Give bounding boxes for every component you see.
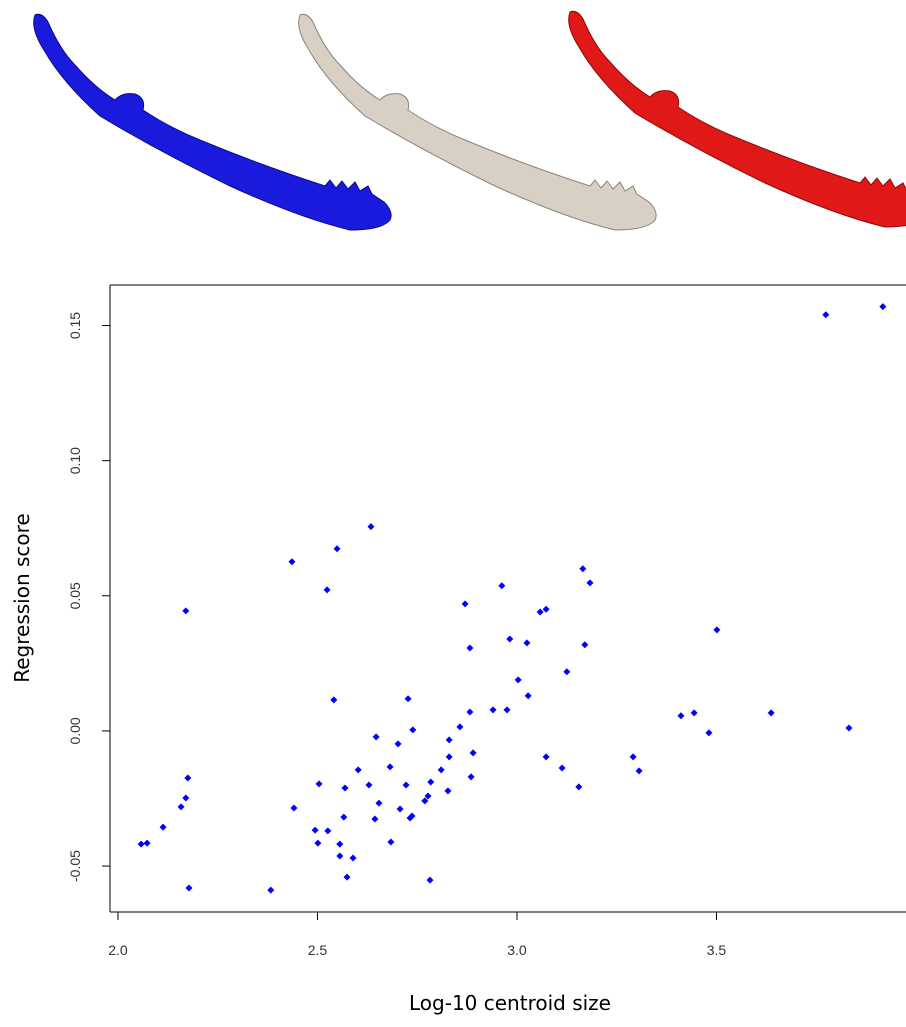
point <box>466 644 474 652</box>
point <box>542 753 550 761</box>
point <box>409 726 417 734</box>
point <box>575 783 583 791</box>
point <box>466 708 474 716</box>
point <box>402 781 410 789</box>
point <box>336 852 344 860</box>
point <box>467 773 475 781</box>
point <box>386 763 394 771</box>
point <box>396 805 404 813</box>
point <box>349 854 357 862</box>
point <box>315 780 323 788</box>
point <box>314 839 322 847</box>
point <box>184 774 192 782</box>
jaw-images <box>33 10 906 231</box>
point <box>424 792 432 800</box>
point <box>635 767 643 775</box>
x-tick-label: 2.5 <box>308 942 328 958</box>
point <box>182 794 190 802</box>
point <box>523 639 531 647</box>
point <box>311 826 319 834</box>
point <box>137 840 145 848</box>
point <box>542 605 550 613</box>
point <box>845 724 853 732</box>
point <box>444 787 452 795</box>
point <box>354 766 362 774</box>
y-tick-label: -0.05 <box>67 850 83 882</box>
x-tick-label: 3.5 <box>707 942 727 958</box>
point <box>288 558 296 566</box>
point <box>677 712 685 720</box>
point <box>445 736 453 744</box>
point <box>489 706 497 714</box>
point <box>498 582 506 590</box>
y-tick-label: 0.00 <box>67 717 83 744</box>
point <box>514 676 522 684</box>
point <box>705 729 713 737</box>
x-tick-label: 2.0 <box>108 942 128 958</box>
point <box>767 709 775 717</box>
point <box>503 706 511 714</box>
point <box>445 753 453 761</box>
point <box>437 766 445 774</box>
point <box>143 839 151 847</box>
point <box>185 884 193 892</box>
point <box>579 565 587 573</box>
y-axis-title: Regression score <box>10 513 34 683</box>
point <box>371 815 379 823</box>
x-axis-title: Log-10 centroid size <box>409 991 611 1015</box>
point <box>387 838 395 846</box>
point <box>421 797 429 805</box>
point <box>404 695 412 703</box>
point <box>372 733 380 741</box>
y-tick-label: 0.05 <box>67 582 83 609</box>
point <box>822 311 830 319</box>
point <box>365 781 373 789</box>
jaw-blue <box>33 13 392 231</box>
point <box>426 876 434 884</box>
point <box>461 600 469 608</box>
point <box>267 886 275 894</box>
point <box>367 523 375 531</box>
point <box>330 696 338 704</box>
point <box>713 626 721 634</box>
point <box>177 803 185 811</box>
point <box>506 635 514 643</box>
point <box>629 753 637 761</box>
y-tick-label: 0.15 <box>67 312 83 339</box>
point <box>581 641 589 649</box>
point <box>406 814 414 822</box>
point <box>456 723 464 731</box>
point <box>586 579 594 587</box>
point <box>375 799 383 807</box>
point <box>159 823 167 831</box>
point <box>336 840 344 848</box>
y-tick-label: 0.10 <box>67 447 83 474</box>
point <box>469 749 477 757</box>
point <box>340 813 348 821</box>
point <box>333 545 341 553</box>
point <box>343 873 351 881</box>
point <box>394 740 402 748</box>
x-tick-label: 3.0 <box>507 942 527 958</box>
point <box>182 607 190 615</box>
point <box>879 303 887 311</box>
point <box>290 804 298 812</box>
point <box>536 608 544 616</box>
plot-frame <box>109 284 906 913</box>
point <box>558 764 566 772</box>
point <box>427 778 435 786</box>
point <box>324 827 332 835</box>
point <box>524 692 532 700</box>
point <box>563 668 571 676</box>
point <box>341 784 349 792</box>
point <box>690 709 698 717</box>
point <box>323 586 331 594</box>
